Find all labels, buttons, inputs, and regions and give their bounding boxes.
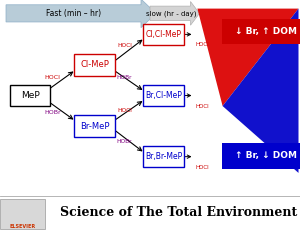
Text: HOCl: HOCl xyxy=(195,165,209,170)
Polygon shape xyxy=(6,0,156,28)
Text: Br,Br-MeP: Br,Br-MeP xyxy=(145,152,182,161)
FancyBboxPatch shape xyxy=(143,85,184,106)
Text: Fast (min – hr): Fast (min – hr) xyxy=(46,9,101,18)
Polygon shape xyxy=(223,9,298,173)
FancyBboxPatch shape xyxy=(223,19,300,45)
FancyBboxPatch shape xyxy=(10,85,50,106)
Text: Cl-MeP: Cl-MeP xyxy=(80,60,109,69)
Text: HOCl: HOCl xyxy=(117,43,132,48)
FancyBboxPatch shape xyxy=(74,54,115,75)
Text: MeP: MeP xyxy=(21,91,39,100)
Text: HOCl: HOCl xyxy=(45,75,60,80)
Text: HOCl: HOCl xyxy=(195,103,209,109)
Text: HOBr: HOBr xyxy=(44,110,61,115)
Text: HOCl: HOCl xyxy=(195,42,209,47)
FancyBboxPatch shape xyxy=(0,199,45,229)
Text: HOBr: HOBr xyxy=(117,75,132,80)
Text: Br-MeP: Br-MeP xyxy=(80,122,109,131)
FancyBboxPatch shape xyxy=(74,116,115,137)
Polygon shape xyxy=(197,9,298,106)
Polygon shape xyxy=(150,2,200,25)
Text: ↓ Br, ↑ DOM: ↓ Br, ↑ DOM xyxy=(235,27,297,36)
Text: HOBr: HOBr xyxy=(117,139,132,144)
FancyBboxPatch shape xyxy=(143,146,184,167)
Text: Br,Cl-MeP: Br,Cl-MeP xyxy=(145,91,182,100)
FancyBboxPatch shape xyxy=(143,24,184,45)
Text: Science of The Total Environment: Science of The Total Environment xyxy=(60,206,297,219)
Text: slow (hr - day): slow (hr - day) xyxy=(146,10,197,17)
Text: ↑ Br, ↓ DOM: ↑ Br, ↓ DOM xyxy=(235,151,297,160)
Text: ELSEVIER: ELSEVIER xyxy=(9,224,36,229)
Text: HOCl: HOCl xyxy=(117,108,132,113)
Text: Cl,Cl-MeP: Cl,Cl-MeP xyxy=(146,30,182,39)
FancyBboxPatch shape xyxy=(223,143,300,169)
